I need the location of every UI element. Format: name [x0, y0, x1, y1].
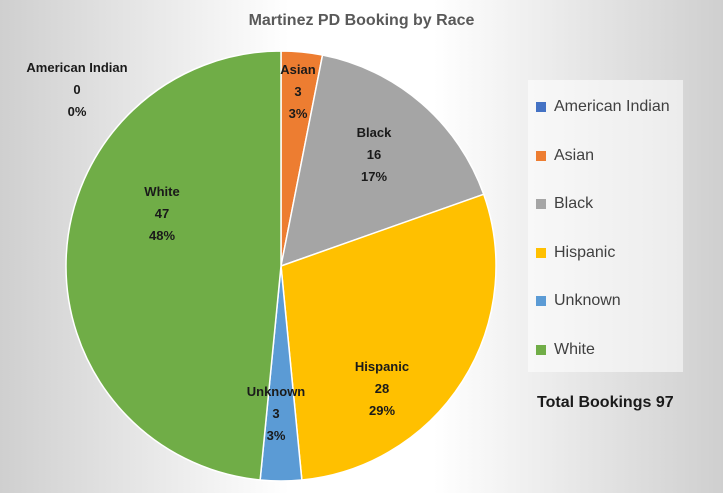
legend-label: American Indian	[554, 98, 670, 115]
legend-item-american-indian: American Indian	[536, 98, 670, 116]
legend-swatch	[536, 150, 546, 161]
legend: American Indian Asian Black Hispanic Unknown…	[528, 80, 683, 372]
legend-swatch	[536, 344, 546, 355]
data-label-white: White 47 48%	[144, 184, 179, 243]
data-label-american-indian: American Indian 0 0%	[26, 60, 127, 119]
pie-slice-black	[280, 54, 485, 268]
legend-label: Unknown	[554, 292, 621, 309]
legend-swatch	[536, 296, 546, 306]
legend-item-asian: Asian	[536, 147, 594, 165]
legend-label: Hispanic	[554, 243, 616, 261]
legend-label: Asian	[554, 146, 595, 164]
legend-swatch	[536, 199, 546, 209]
legend-label: Black	[554, 195, 594, 212]
data-label-unknown: Unknown 3 3%	[247, 384, 306, 443]
legend-swatch	[536, 247, 546, 258]
pie-slice-white	[65, 50, 282, 481]
data-label-hispanic: Hispanic 28 29%	[355, 359, 409, 418]
legend-label: White	[554, 340, 595, 358]
legend-item-black: Black	[536, 195, 593, 213]
legend-item-hispanic: Hispanic	[536, 244, 615, 262]
pie-slice-hispanic	[280, 193, 497, 481]
total-bookings-label: Total Bookings 97	[537, 394, 674, 411]
legend-swatch	[536, 102, 546, 112]
chart-title: Martinez PD Booking by Race	[248, 12, 475, 29]
legend-item-unknown: Unknown	[536, 292, 621, 310]
data-label-black: Black 16 17%	[357, 125, 392, 184]
legend-item-white: White	[536, 341, 595, 359]
data-label-asian: Asian 3 3%	[280, 62, 315, 121]
